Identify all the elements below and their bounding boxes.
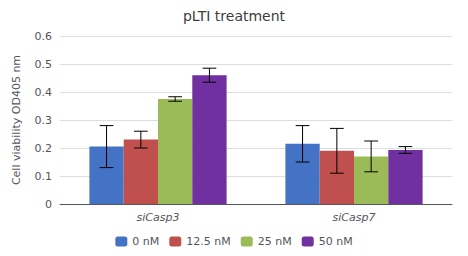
svg-text:0.6: 0.6 [35, 30, 53, 43]
svg-text:siCasp3: siCasp3 [137, 211, 180, 224]
svg-text:0.3: 0.3 [35, 114, 53, 127]
svg-text:0.5: 0.5 [35, 58, 53, 71]
svg-text:50 nM: 50 nM [319, 235, 353, 248]
svg-text:siCasp7: siCasp7 [333, 211, 376, 224]
svg-text:0 nM: 0 nM [132, 235, 159, 248]
svg-text:0: 0 [45, 198, 52, 211]
svg-text:12.5 nM: 12.5 nM [186, 235, 230, 248]
svg-text:0.1: 0.1 [35, 170, 53, 183]
svg-text:pLTI treatment: pLTI treatment [183, 8, 286, 24]
svg-text:0.2: 0.2 [35, 142, 53, 155]
svg-text:0.4: 0.4 [35, 86, 53, 99]
svg-text:25 nM: 25 nM [258, 235, 292, 248]
svg-text:Cell viability OD405 nm: Cell viability OD405 nm [10, 55, 23, 185]
